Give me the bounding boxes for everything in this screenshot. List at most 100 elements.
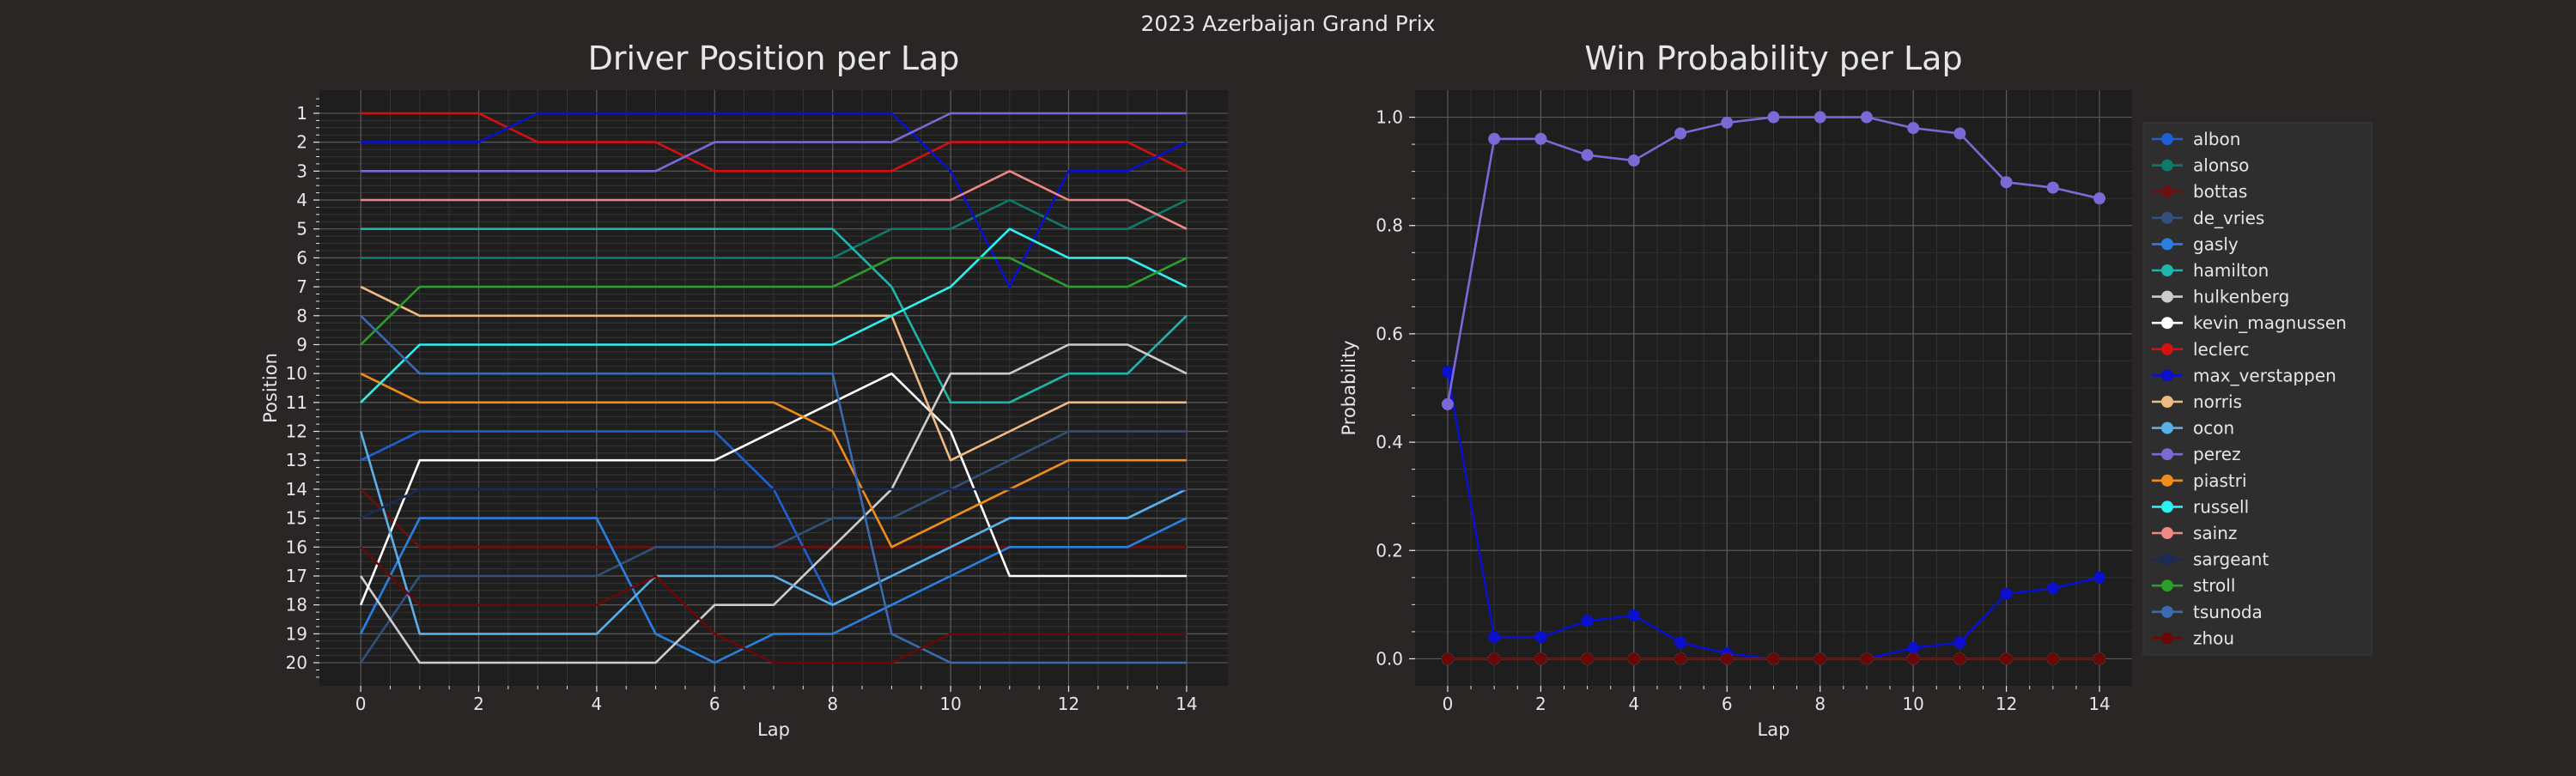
x-tick-label: 0 — [1443, 694, 1454, 714]
x-tick-label: 6 — [1722, 694, 1733, 714]
legend-swatch-marker — [2161, 343, 2173, 355]
y-axis-label: Probability — [1339, 340, 1359, 435]
x-axis-label: Lap — [1758, 719, 1790, 740]
legend-box — [2142, 122, 2372, 656]
x-tick-label: 6 — [709, 694, 720, 714]
data-point — [1953, 636, 1966, 649]
legend-label: tsunoda — [2193, 602, 2263, 622]
legend-label: gasly — [2193, 233, 2239, 254]
y-tick-label: 13 — [286, 450, 307, 470]
series-line — [360, 373, 1187, 549]
x-tick-label: 12 — [1058, 694, 1079, 714]
x-tick-label: 8 — [827, 694, 838, 714]
series-line — [361, 112, 1187, 173]
data-point — [1907, 122, 1920, 135]
legend-swatch-marker — [2161, 159, 2173, 172]
legend-swatch-marker — [2161, 264, 2173, 276]
y-tick-label: 11 — [286, 392, 307, 413]
legend-label: stroll — [2193, 575, 2235, 596]
legend-label: sargeant — [2193, 549, 2269, 570]
data-point — [2046, 181, 2059, 194]
probability-chart: 0 2 4 6 8 10 12 14 0.0 0.2 0.4 0.6 0.8 1.0 Win Probabi… — [1339, 39, 2132, 740]
series-line — [360, 285, 1187, 462]
legend-swatch-marker — [2161, 579, 2173, 592]
y-tick-label: 6 — [296, 247, 307, 268]
x-tick-label: 2 — [473, 694, 484, 714]
y-axis-label: Position — [260, 353, 281, 423]
legend-label: kevin_magnussen — [2193, 312, 2347, 333]
y-tick-label: 0.4 — [1376, 432, 1403, 452]
data-point — [2046, 652, 2059, 665]
legend-swatch-marker — [2161, 133, 2173, 145]
series-line — [361, 112, 1188, 173]
data-point — [1721, 652, 1734, 665]
y-tick-label: 16 — [286, 537, 307, 557]
legend-label: piastri — [2193, 470, 2247, 491]
data-point — [1627, 652, 1640, 665]
data-point — [1953, 127, 1966, 140]
series-line — [359, 372, 1187, 606]
data-point — [1581, 615, 1594, 627]
data-point — [2046, 582, 2059, 595]
data-point — [1441, 652, 1454, 665]
series-line — [359, 431, 1188, 635]
y-tick-label: 19 — [286, 623, 307, 644]
data-point — [1627, 609, 1640, 621]
data-point — [1674, 652, 1687, 665]
x-tick-label: 2 — [1535, 694, 1546, 714]
legend-swatch-marker — [2161, 238, 2173, 251]
series-line — [360, 257, 1188, 346]
data-point — [2093, 192, 2106, 205]
data-point — [1534, 631, 1547, 644]
data-point — [2000, 587, 2013, 600]
legend-swatch-marker — [2161, 632, 2173, 645]
data-point — [1767, 111, 1780, 124]
legend-label: leclerc — [2193, 339, 2250, 360]
data-point — [1674, 127, 1687, 140]
series-line — [360, 343, 1188, 664]
data-point — [1814, 111, 1826, 124]
legend-label: hulkenberg — [2193, 287, 2289, 307]
legend-label: russell — [2193, 496, 2249, 517]
legend-label: perez — [2193, 444, 2241, 464]
chart-title: Win Probability per Lap — [1584, 39, 1962, 77]
data-point — [1488, 631, 1501, 644]
y-tick-label: 20 — [286, 652, 307, 673]
legend-swatch-marker — [2161, 474, 2173, 487]
legend-label: albon — [2193, 129, 2240, 149]
x-tick-label: 0 — [355, 694, 367, 714]
x-tick-label: 10 — [939, 694, 961, 714]
series-line — [360, 314, 1187, 664]
y-tick-label: 10 — [286, 363, 307, 384]
data-point — [1441, 366, 1454, 379]
data-point — [1534, 132, 1547, 145]
series-line — [361, 227, 1188, 404]
x-tick-label: 12 — [1996, 694, 2017, 714]
legend-swatch-marker — [2161, 211, 2173, 224]
data-point — [1581, 149, 1594, 161]
x-tick-label: 14 — [1176, 694, 1197, 714]
data-point — [1953, 652, 1966, 665]
figure-suptitle: 2023 Azerbaijan Grand Prix — [1141, 11, 1436, 36]
legend-swatch-marker — [2161, 369, 2173, 382]
x-axis-label: Lap — [757, 719, 790, 740]
legend-swatch-marker — [2161, 317, 2173, 330]
series-line — [361, 198, 1188, 259]
legend-swatch-marker — [2161, 185, 2173, 198]
x-tick-label: 14 — [2088, 694, 2110, 714]
legend-label: max_verstappen — [2193, 365, 2336, 385]
data-point — [1767, 652, 1780, 665]
data-point — [1907, 641, 1920, 654]
x-tick-label: 4 — [592, 694, 603, 714]
series-line — [361, 112, 1188, 288]
y-tick-label: 8 — [296, 306, 307, 326]
series-line — [360, 430, 1187, 664]
legend-swatch-marker — [2161, 396, 2173, 408]
y-tick-label: 17 — [286, 566, 307, 586]
y-tick-label: 0.2 — [1376, 540, 1403, 561]
legend-swatch-marker — [2161, 290, 2173, 303]
series-line — [359, 517, 1188, 664]
legend-label: norris — [2193, 391, 2242, 412]
legend-swatch-marker — [2161, 527, 2173, 539]
